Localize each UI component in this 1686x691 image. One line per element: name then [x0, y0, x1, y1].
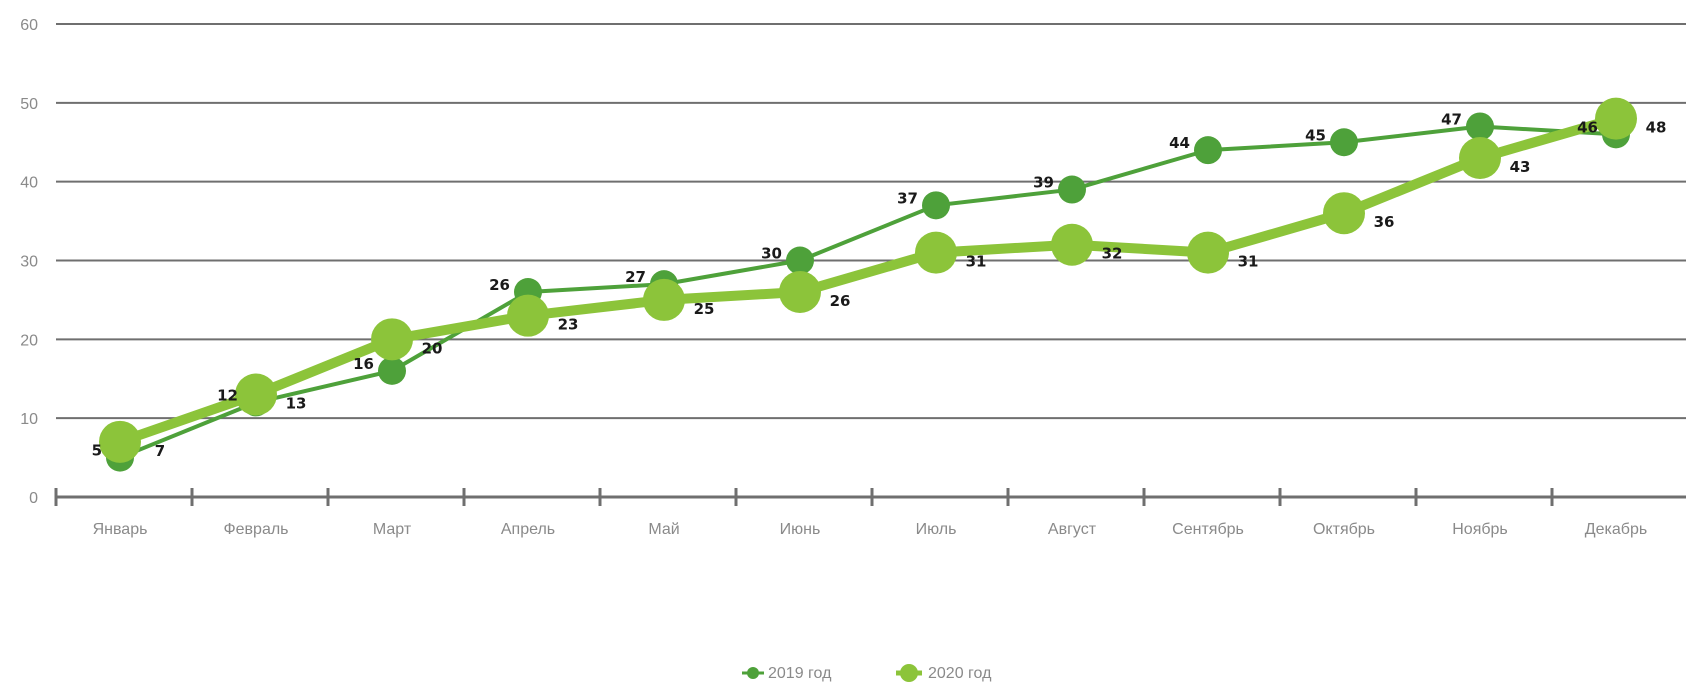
point-2019	[1466, 112, 1494, 141]
point-2020	[235, 373, 277, 416]
point-2020	[507, 294, 549, 337]
data-label-2019: 16	[353, 355, 374, 373]
point-2019	[922, 191, 950, 220]
x-tick-label: Август	[1048, 521, 1097, 538]
data-label-2019: 30	[761, 245, 782, 263]
x-tick-label: Декабрь	[1585, 521, 1647, 538]
data-label-2019: 47	[1441, 110, 1462, 128]
point-2020	[1323, 192, 1365, 235]
data-label-2019: 12	[217, 386, 238, 404]
legend: 2019 год 2020 год	[742, 664, 992, 682]
data-labels: 5 12 16 26 27 30 37 39 44 45 47 46 7 13 20 23 25 26 31 32 31…	[92, 110, 1667, 459]
x-tick-label: Июнь	[780, 521, 821, 538]
data-label-2019: 39	[1033, 174, 1054, 192]
data-label-2020: 31	[966, 253, 987, 271]
point-2020	[915, 231, 957, 274]
data-label-2020: 43	[1510, 158, 1531, 176]
point-2020	[779, 271, 821, 314]
grid-lines	[56, 23, 1686, 420]
series-line-2019	[119, 124, 1617, 460]
y-tick-label: 30	[20, 254, 38, 271]
x-tick-label: Май	[648, 521, 679, 538]
point-2020	[643, 278, 685, 321]
point-2019	[1330, 128, 1358, 157]
point-2019	[1194, 136, 1222, 165]
data-label-2020: 26	[830, 292, 851, 310]
data-label-2020: 7	[155, 442, 165, 460]
point-2019	[1058, 175, 1086, 204]
series-line-2020	[115, 113, 1621, 447]
data-label-2020: 25	[694, 300, 715, 318]
data-label-2019: 45	[1305, 126, 1326, 144]
series-layer	[99, 97, 1637, 472]
data-label-2020: 31	[1238, 253, 1259, 271]
data-label-2020: 32	[1102, 245, 1123, 263]
y-tick-label: 60	[20, 17, 38, 34]
legend-item-2020: 2020 год	[896, 664, 992, 682]
legend-label-2019: 2019 год	[768, 665, 832, 682]
data-label-2020: 48	[1646, 119, 1667, 137]
point-2020	[1459, 137, 1501, 180]
y-tick-label: 0	[29, 490, 38, 507]
point-2020	[99, 420, 141, 463]
data-label-2019: 5	[92, 442, 102, 460]
y-tick-label: 10	[20, 411, 38, 428]
legend-marker-2019	[747, 667, 759, 679]
data-label-2019: 26	[489, 276, 510, 294]
data-label-2019: 27	[625, 268, 646, 286]
x-tick-label: Апрель	[501, 521, 555, 538]
x-tick-label: Сентябрь	[1172, 521, 1244, 538]
x-axis: Январь Февраль Март Апрель Май Июнь Июль Август…	[54, 488, 1686, 538]
point-2020	[1051, 223, 1093, 266]
data-label-2020: 36	[1374, 213, 1395, 231]
y-tick-label: 40	[20, 175, 38, 192]
x-tick-label: Ноябрь	[1452, 521, 1508, 538]
point-2020	[1595, 97, 1637, 140]
data-label-2020: 13	[286, 395, 307, 413]
legend-item-2019: 2019 год	[742, 665, 832, 682]
x-tick-label: Февраль	[223, 521, 288, 538]
legend-label-2020: 2020 год	[928, 665, 992, 682]
point-2020	[1187, 231, 1229, 274]
point-2019	[786, 246, 814, 275]
x-tick-label: Январь	[93, 521, 148, 538]
point-2019	[378, 356, 406, 385]
y-axis: 0 10 20 30 40 50 60	[20, 17, 38, 507]
data-label-2019: 37	[897, 189, 918, 207]
legend-marker-2020	[900, 664, 918, 682]
point-2020	[371, 318, 413, 361]
data-label-2020: 23	[558, 316, 579, 334]
data-label-2019: 46	[1577, 118, 1598, 136]
x-tick-label: Март	[373, 521, 412, 538]
x-tick-label: Июль	[916, 521, 957, 538]
y-tick-label: 20	[20, 332, 38, 349]
data-label-2020: 20	[422, 339, 443, 357]
x-tick-label: Октябрь	[1313, 521, 1375, 538]
y-tick-label: 50	[20, 96, 38, 113]
data-label-2019: 44	[1169, 134, 1190, 152]
